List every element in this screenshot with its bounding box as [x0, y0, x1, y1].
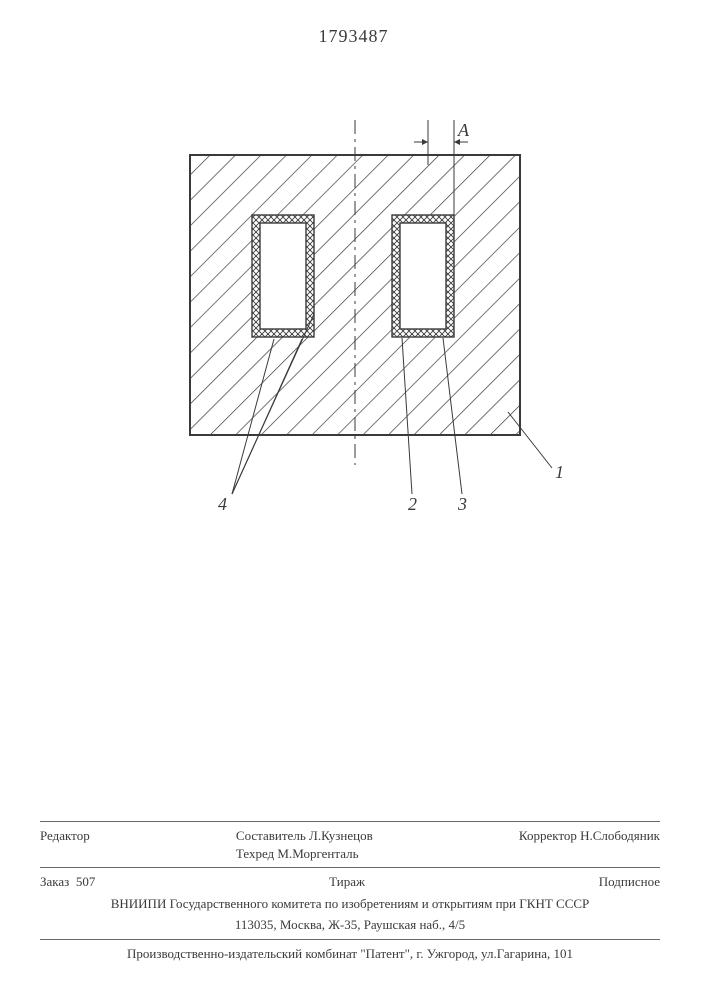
- ref-3: 3: [457, 494, 467, 514]
- ref-2: 2: [408, 494, 417, 514]
- corrector-line: Корректор Н.Слободяник: [519, 827, 660, 862]
- composer-line: Составитель Л.Кузнецов: [236, 828, 373, 843]
- org-line1: ВНИИПИ Государственного комитета по изоб…: [40, 893, 660, 915]
- ref-4: 4: [218, 494, 227, 514]
- podpisnoe: Подписное: [599, 873, 660, 891]
- press-line: Производственно-издательский комбинат "П…: [40, 943, 660, 965]
- slot-right: [392, 215, 454, 337]
- org-line2: 113035, Москва, Ж-35, Раушская наб., 4/5: [40, 914, 660, 936]
- order-line: Заказ 507: [40, 873, 95, 891]
- patent-number: 1793487: [0, 26, 707, 47]
- tirazh-label: Тираж: [329, 873, 365, 891]
- label-A: A: [457, 120, 470, 140]
- imprint-block: Редактор Составитель Л.Кузнецов Техред М…: [40, 818, 660, 964]
- ref-1: 1: [555, 462, 564, 482]
- technical-diagram: A 1 2 3 4: [40, 70, 660, 530]
- editor-label: Редактор: [40, 827, 90, 862]
- techred-line: Техред М.Моргенталь: [236, 846, 359, 861]
- slot-left: [252, 215, 314, 337]
